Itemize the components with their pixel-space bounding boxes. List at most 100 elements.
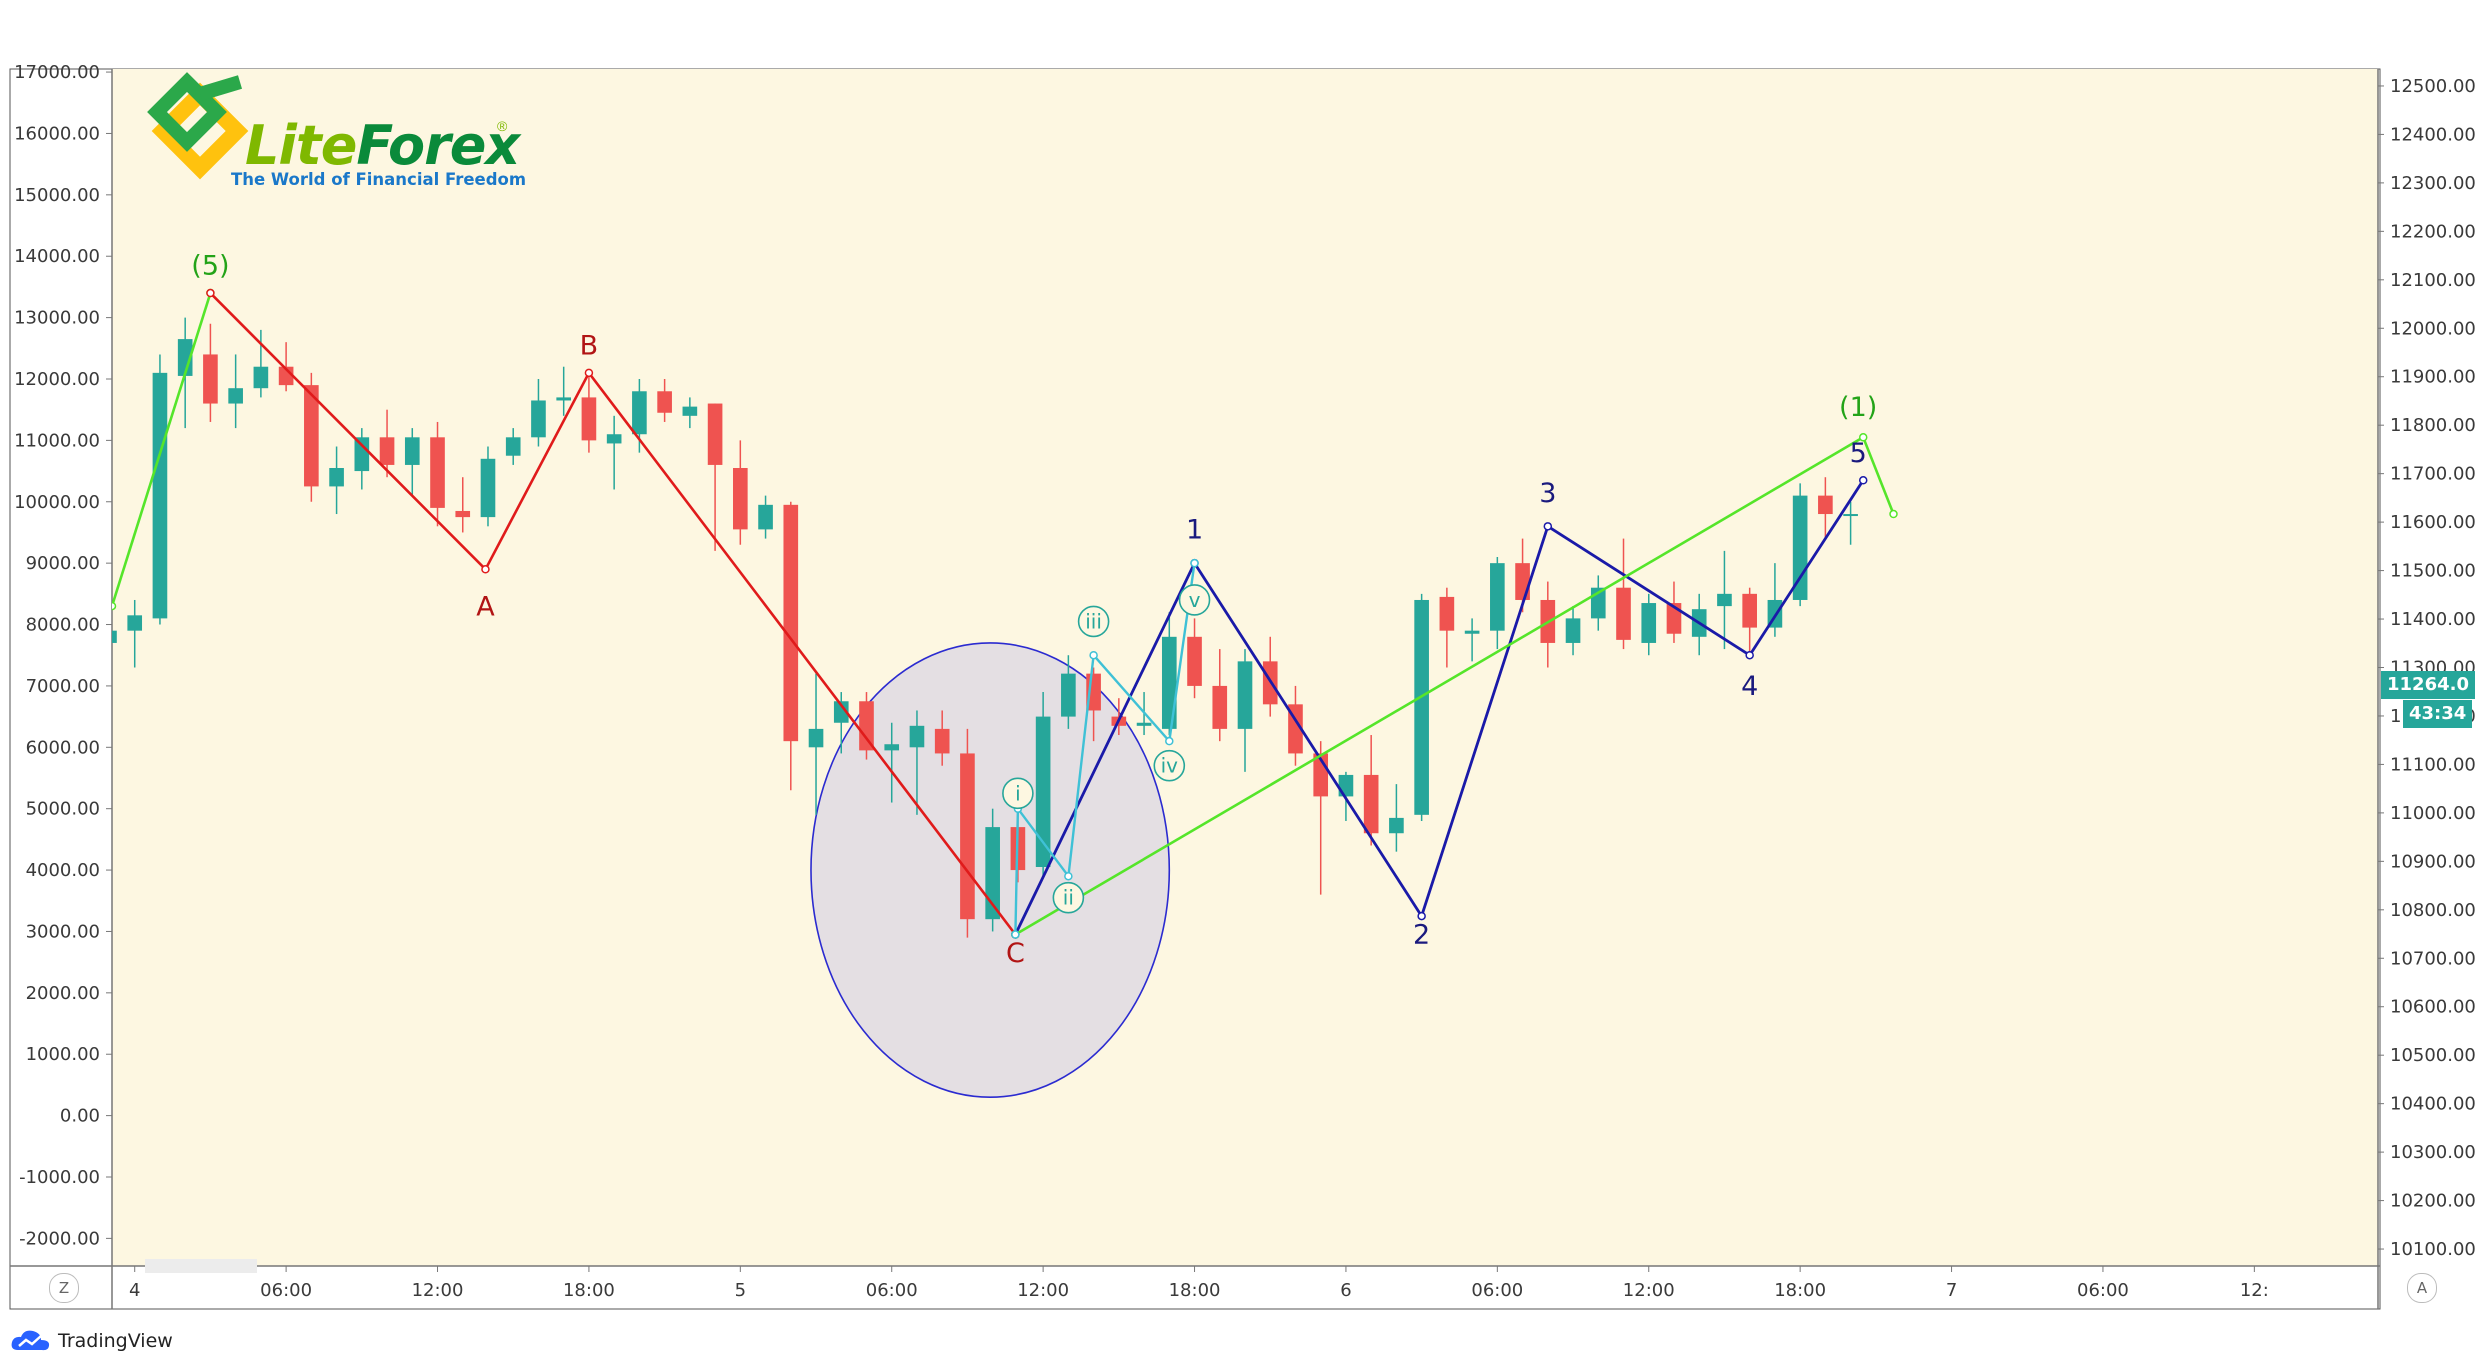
candle-up (152, 372, 168, 619)
right-axis-tick-label: 12500.00 (2390, 76, 2476, 97)
time-scroll-highlight (145, 1259, 257, 1273)
candle-up (505, 437, 521, 456)
left-axis-tick-label: 3000.00 (26, 921, 100, 942)
candle-up (1338, 774, 1354, 797)
candle-up (808, 728, 824, 748)
candle-up (1843, 514, 1858, 517)
candle-up (253, 366, 269, 389)
left-axis-tick-label: -1000.00 (19, 1167, 100, 1188)
candle-down (304, 385, 319, 487)
candle-up (833, 701, 849, 723)
subwave (1014, 562, 1196, 935)
impulse-wave-point (1858, 476, 1868, 485)
candle-down (1742, 593, 1757, 628)
logo-diamond-icon (147, 72, 249, 180)
subwave-point (1190, 558, 1199, 568)
subwave-label: ii (1063, 886, 1074, 910)
wave-1-green-point (1889, 509, 1898, 519)
time-axis-tick-label: 4 (129, 1280, 140, 1301)
subwave-label: iii (1085, 609, 1102, 633)
macro-line (112, 292, 212, 607)
time-axis-tick-label: 18:00 (563, 1280, 615, 1301)
left-axis-tick-label: 14000.00 (14, 246, 100, 267)
right-axis-tick-label: 11100.00 (2390, 754, 2476, 775)
candle-up (985, 827, 1000, 920)
left-axis-tick-label: 4000.00 (26, 860, 100, 881)
auto-scale-left-button[interactable]: Z (49, 1273, 79, 1303)
right-axis-tick-label: 12300.00 (2390, 173, 2476, 194)
candle-up (228, 388, 243, 404)
time-axis-tick-label: 06:00 (260, 1280, 312, 1301)
tradingview-brand[interactable]: TradingView (10, 1324, 173, 1358)
time-axis-tick-label: 12:00 (412, 1280, 464, 1301)
candle-down (1363, 774, 1379, 834)
wave-label: A (476, 591, 495, 622)
candle-up (531, 400, 546, 438)
logo-wordmark: LiteForex (245, 114, 520, 177)
macro-line-point (112, 601, 117, 611)
time-axis-tick-label: 18:00 (1169, 1280, 1221, 1301)
candle-down (379, 437, 395, 465)
right-axis-tick-label: 11000.00 (2390, 803, 2476, 824)
time-axis-tick-label: 06:00 (866, 1280, 918, 1301)
time-axis-tick-label: 7 (1946, 1280, 1957, 1301)
left-axis-tick-label: -2000.00 (19, 1228, 100, 1249)
left-axis-tick-label: 9000.00 (26, 553, 100, 574)
right-axis-tick-label: 11800.00 (2390, 415, 2476, 436)
right-axis-tick-label: 10200.00 (2390, 1191, 2476, 1212)
candle-up (1414, 599, 1429, 815)
candle-up (909, 725, 925, 748)
right-axis-tick-label: 11500.00 (2390, 561, 2476, 582)
candle-down (1515, 563, 1530, 600)
left-axis-tick-label: 10000.00 (14, 492, 100, 513)
subwave-label-circle (1077, 605, 1110, 638)
wave-label: (5) (191, 251, 229, 282)
right-axis-tick-label: 12400.00 (2390, 124, 2476, 145)
candle-up (329, 468, 344, 487)
right-axis-tick-label: 11400.00 (2390, 609, 2476, 630)
right-axis-tick-label: 11900.00 (2390, 367, 2476, 388)
candle-down (783, 504, 799, 742)
tradingview-label: TradingView (58, 1330, 173, 1352)
wave-label: 3 (1539, 478, 1556, 509)
right-axis-tick-label: 12100.00 (2390, 270, 2476, 291)
left-axis-tick-label: 12000.00 (14, 369, 100, 390)
liteforex-logo: LiteForex ® The World of Financial Freed… (145, 72, 526, 192)
candle-down (1616, 587, 1631, 640)
candle-up (556, 397, 572, 401)
candle-up (404, 437, 420, 465)
candle-down (1439, 596, 1455, 631)
right-axis-tick-label: 11700.00 (2390, 464, 2476, 485)
subwave-point (1064, 871, 1073, 881)
subwave-label-circle (1002, 777, 1034, 810)
plot-layer (112, 288, 1898, 1098)
auto-scale-right-button[interactable]: A (2407, 1273, 2437, 1303)
wave-label: 2 (1413, 920, 1430, 951)
wave-label: (1) (1839, 392, 1877, 423)
time-axis-tick-label: 6 (1340, 1280, 1351, 1301)
candle-up (112, 630, 117, 643)
left-axis-tick-label: 1000.00 (26, 1044, 100, 1065)
right-axis-tick-label: 10600.00 (2390, 997, 2476, 1018)
candle-up (1136, 722, 1152, 726)
time-axis-tick-label: 06:00 (2077, 1280, 2129, 1301)
candle-up (606, 434, 622, 444)
subwave-label: iv (1161, 754, 1179, 778)
candle-up (1237, 661, 1253, 729)
abc-wave-point (481, 565, 490, 574)
left-axis-tick-label: 5000.00 (26, 799, 100, 820)
candle-up (1389, 817, 1404, 834)
right-axis-tick-label: 10100.00 (2390, 1239, 2476, 1260)
candle-down (581, 397, 597, 441)
left-axis-tick-label: 17000.00 (14, 62, 100, 83)
left-axis-tick-label: 6000.00 (26, 737, 100, 758)
impulse-wave-point (1417, 911, 1426, 921)
wave-label: C (1006, 938, 1025, 969)
candle-up (682, 406, 698, 416)
time-axis-tick-label: 5 (735, 1280, 746, 1301)
left-axis-tick-label: 2000.00 (26, 983, 100, 1004)
candle-down (203, 354, 218, 404)
candle-up (177, 339, 193, 376)
left-axis-tick-label: 8000.00 (26, 615, 100, 636)
